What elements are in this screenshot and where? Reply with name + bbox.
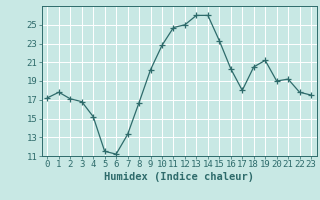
X-axis label: Humidex (Indice chaleur): Humidex (Indice chaleur) bbox=[104, 172, 254, 182]
